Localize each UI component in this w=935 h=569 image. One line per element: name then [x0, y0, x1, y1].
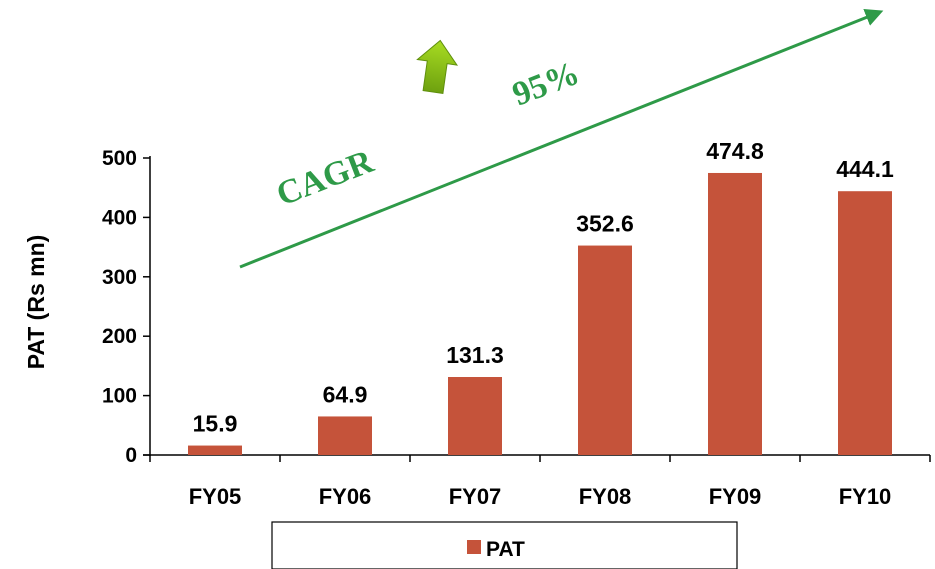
bar-fy10 — [838, 191, 892, 456]
category-label: FY07 — [449, 484, 502, 509]
category-label: FY09 — [709, 484, 762, 509]
data-labels: 15.9 64.9 131.3 352.6 474.8 444.1 — [193, 138, 894, 437]
legend: PAT — [271, 521, 738, 569]
legend-box — [271, 521, 738, 569]
bars — [188, 172, 892, 456]
axes: 0 100 200 300 400 500 — [102, 147, 931, 467]
data-label: 131.3 — [446, 342, 504, 368]
y-tick-label: 300 — [102, 266, 137, 289]
cagr-value: 95% — [508, 55, 585, 114]
y-axis-label: PAT (Rs mn) — [23, 235, 49, 370]
bar-fy09 — [708, 172, 762, 455]
bar-fy05 — [188, 445, 242, 455]
y-tick-label: 500 — [102, 147, 137, 170]
data-label: 64.9 — [323, 381, 368, 407]
category-label: FY06 — [319, 484, 372, 509]
legend-label-pat: PAT — [486, 538, 525, 561]
y-tick-label: 200 — [102, 325, 137, 348]
data-label: 15.9 — [193, 411, 238, 437]
data-label: 474.8 — [706, 138, 764, 164]
category-label: FY08 — [579, 484, 632, 509]
bar-fy08 — [578, 245, 632, 455]
bar-fy07 — [448, 377, 502, 455]
data-label: 444.1 — [836, 156, 894, 182]
cagr-label: CAGR — [272, 143, 379, 214]
y-tick-label: 400 — [102, 206, 137, 229]
up-arrow-icon — [416, 39, 459, 94]
category-label: FY05 — [189, 484, 242, 509]
legend-swatch-pat — [467, 540, 481, 554]
data-label: 352.6 — [576, 211, 634, 237]
y-tick-label: 0 — [125, 444, 137, 467]
bar-fy06 — [318, 416, 372, 455]
category-label: FY10 — [839, 484, 892, 509]
cagr-trend-arrow — [239, 8, 884, 269]
category-labels: FY05 FY06 FY07 FY08 FY09 FY10 — [189, 484, 892, 509]
y-tick-label: 100 — [102, 385, 137, 408]
